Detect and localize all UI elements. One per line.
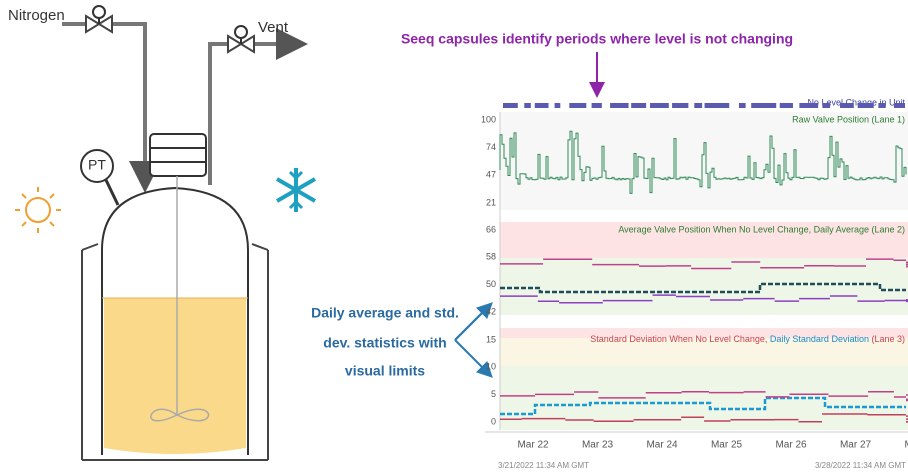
page: Nitrogen Vent PT Seeq capsules identify …: [0, 0, 908, 472]
x-tick-label: Mar 23: [582, 440, 614, 451]
y-tick-label: 58: [486, 252, 496, 262]
x-tick-label: Mar 26: [775, 440, 807, 451]
y-tick-label: 50: [486, 279, 496, 289]
x-tick-label: Mar 22: [517, 440, 549, 451]
annotation-line: dev. statistics with: [323, 335, 446, 351]
nitrogen-label: Nitrogen: [8, 7, 65, 24]
liquid: [104, 298, 246, 454]
capsule: [524, 103, 531, 108]
snowflake-icon: [277, 168, 315, 212]
capsule: [858, 103, 874, 108]
capsule: [503, 103, 518, 108]
lane-label-part: Standard Deviation When No Level Change,: [590, 334, 770, 344]
capsule: [650, 103, 669, 108]
vent-label: Vent: [258, 19, 289, 36]
y-tick-label: 5: [491, 389, 496, 399]
x-tick-label: Mar 25: [711, 440, 743, 451]
lane-label: Average Valve Position When No Level Cha…: [618, 224, 905, 234]
vent-pipe: [210, 44, 300, 185]
annotation-arrows: [455, 305, 490, 375]
sun-icon: [15, 187, 61, 233]
lane-label-part: Daily Standard Deviation: [770, 334, 869, 344]
y-tick-label: 15: [486, 334, 496, 344]
y-tick-label: 66: [486, 224, 496, 234]
y-tick-label: 0: [491, 416, 496, 426]
y-tick-label: 74: [486, 142, 496, 152]
capsule: [592, 103, 602, 108]
annotation: Daily average and std. dev. statistics w…: [311, 305, 459, 379]
capsule: [739, 103, 746, 108]
capsule: [705, 103, 730, 108]
capsule: [822, 103, 830, 108]
annotation-line: Daily average and std.: [311, 305, 459, 321]
vessel-diagram: Nitrogen Vent PT: [8, 6, 315, 460]
capsule: [569, 103, 586, 108]
capsule: [610, 103, 628, 108]
motor: [150, 134, 206, 176]
x-tick-label: Mar 28: [904, 440, 908, 451]
capsule: [535, 103, 549, 108]
y-tick-label: 10: [486, 362, 496, 372]
capsule: [672, 103, 688, 108]
capsule: [878, 103, 885, 108]
y-tick-label: 47: [486, 170, 496, 180]
lane-label: Raw Valve Position (Lane 1): [792, 114, 905, 124]
title: Seeq capsules identify periods where lev…: [401, 31, 793, 47]
lane-label-part: (Lane 3): [869, 334, 905, 344]
capsule: [751, 103, 776, 108]
x-tick-label: Mar 27: [840, 440, 872, 451]
capsule: [780, 103, 793, 108]
capsule-label: No Level Change in Unit: [807, 97, 905, 107]
capsule: [631, 103, 646, 108]
capsule: [840, 103, 854, 108]
capsule: [894, 103, 905, 108]
pt-label: PT: [88, 157, 106, 173]
y-tick-label: 42: [486, 306, 496, 316]
start-time: 3/21/2022 11:34 AM GMT: [498, 461, 589, 470]
trend-view: No Level Change in Unit Raw Valve Positi…: [481, 97, 908, 470]
y-tick-label: 21: [486, 197, 496, 207]
end-time: 3/28/2022 11:34 AM GMT: [815, 461, 906, 470]
x-tick-label: Mar 24: [646, 440, 678, 451]
lane-label: Standard Deviation When No Level Change,…: [590, 334, 905, 344]
capsule: [555, 103, 561, 108]
capsule: [694, 103, 702, 108]
y-tick-label: 100: [481, 114, 496, 124]
annotation-line: visual limits: [345, 363, 425, 379]
capsule: [799, 103, 818, 108]
